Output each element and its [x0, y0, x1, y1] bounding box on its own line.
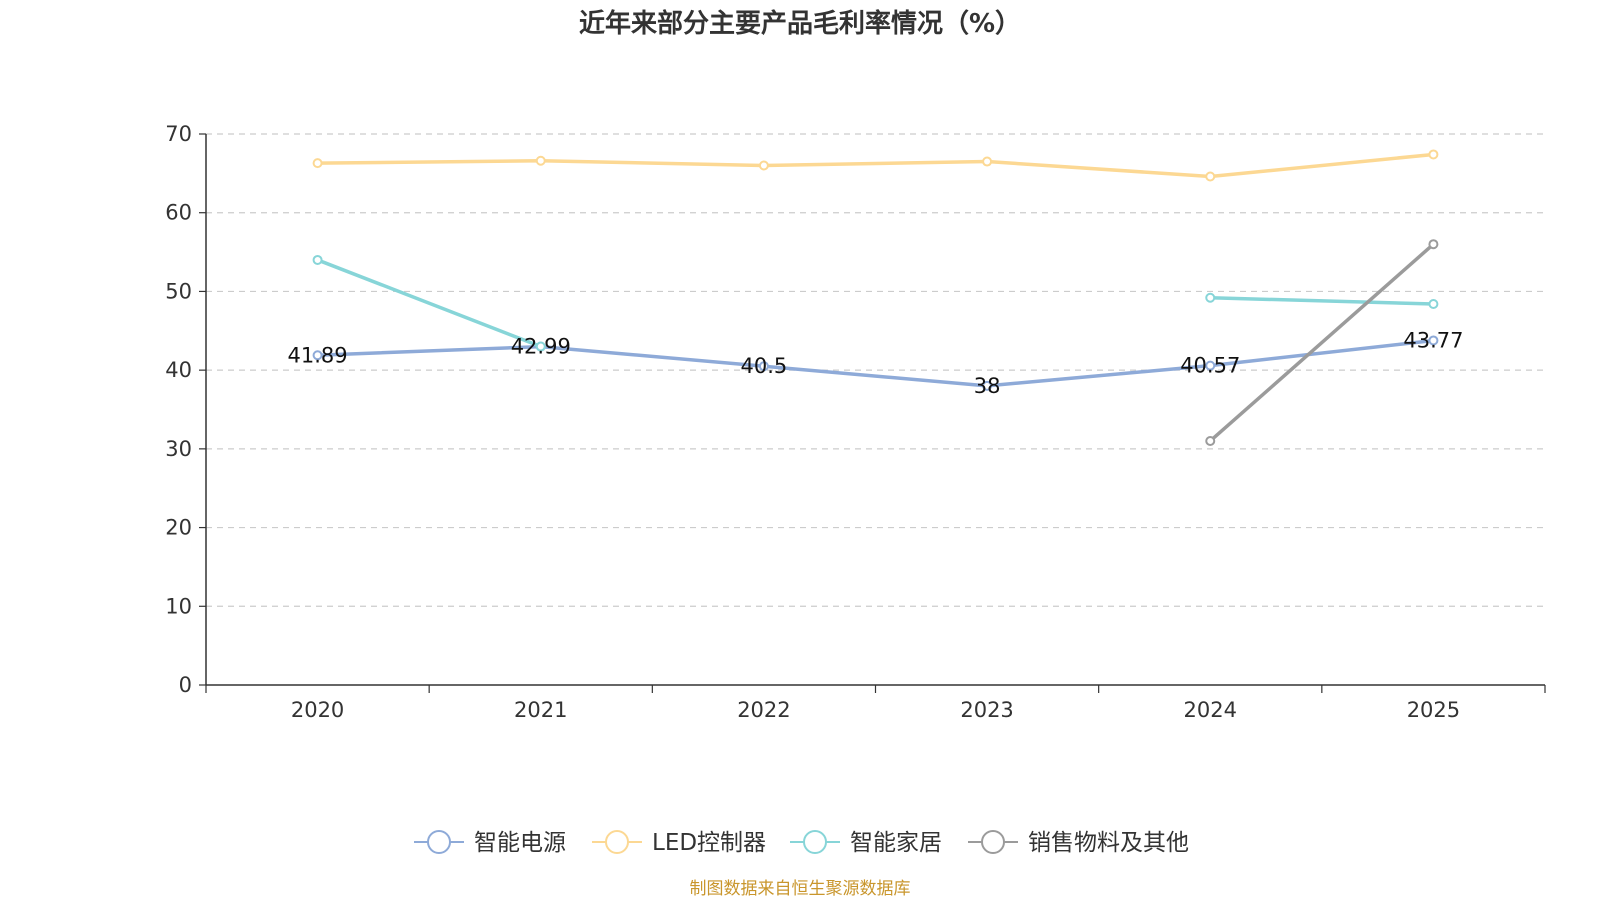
- series-1: [312, 149, 1439, 182]
- legend-marker: [803, 830, 827, 854]
- data-label: 41.89: [288, 343, 348, 367]
- data-point[interactable]: [312, 254, 323, 265]
- series-2: [312, 254, 1439, 352]
- y-tick-label: 40: [165, 358, 192, 382]
- legend-label: LED控制器: [652, 830, 766, 856]
- legend-marker: [981, 830, 1005, 854]
- legend-marker: [427, 830, 451, 854]
- grid-lines: [206, 133, 1545, 607]
- legend-item[interactable]: LED控制器: [592, 830, 766, 856]
- legend-label: 智能电源: [474, 830, 566, 856]
- series-lines: [312, 149, 1439, 446]
- data-point[interactable]: [1428, 335, 1439, 346]
- data-labels: 41.89 42.99 40.5 38 40.57 43.77: [288, 328, 1464, 397]
- data-label: 43.77: [1403, 328, 1463, 352]
- y-tick-label: 20: [165, 516, 192, 540]
- x-tick-label: 2025: [1407, 698, 1460, 722]
- x-tick-label: 2020: [291, 698, 344, 722]
- series-0: [312, 335, 1439, 391]
- source-note: 制图数据来自恒生聚源数据库: [690, 879, 911, 899]
- series-line: [317, 338, 1434, 388]
- axes: 0 10 20 30 40 50 60 70 2020 2021 2022 2023 2024 2025: [165, 122, 1546, 722]
- legend[interactable]: 智能电源 LED控制器 智能家居 销售物料及其他: [414, 830, 1189, 856]
- series-3: [1205, 239, 1439, 446]
- data-label: 38: [974, 374, 1001, 398]
- data-point[interactable]: [1205, 360, 1216, 371]
- data-point[interactable]: [982, 380, 993, 391]
- x-tick-label: 2021: [514, 698, 567, 722]
- data-point[interactable]: [1428, 239, 1439, 250]
- data-point[interactable]: [982, 156, 993, 167]
- data-point[interactable]: [535, 155, 546, 166]
- x-tick-label: 2022: [737, 698, 790, 722]
- series-line: [1210, 295, 1434, 306]
- data-point[interactable]: [1205, 292, 1216, 303]
- legend-label: 智能家居: [850, 830, 942, 856]
- legend-label: 销售物料及其他: [1028, 830, 1189, 856]
- series-line: [317, 152, 1434, 179]
- data-point[interactable]: [758, 160, 769, 171]
- series-line: [316, 258, 542, 349]
- chart-title: 近年来部分主要产品毛利率情况（%）: [579, 8, 1021, 39]
- data-point[interactable]: [1205, 171, 1216, 182]
- series-line: [1209, 242, 1435, 443]
- y-tick-label: 30: [165, 437, 192, 461]
- legend-marker: [605, 830, 629, 854]
- y-tick-label: 70: [165, 122, 192, 146]
- y-tick-label: 50: [165, 279, 192, 303]
- data-label: 42.99: [511, 335, 571, 359]
- data-point[interactable]: [1428, 299, 1439, 310]
- data-label: 40.57: [1180, 354, 1240, 378]
- data-label: 40.5: [741, 354, 788, 378]
- x-tick-label: 2024: [1184, 698, 1237, 722]
- legend-item[interactable]: 销售物料及其他: [968, 830, 1189, 856]
- data-point[interactable]: [312, 158, 323, 169]
- data-point[interactable]: [312, 350, 323, 361]
- legend-item[interactable]: 智能家居: [790, 830, 942, 856]
- y-tick-label: 60: [165, 201, 192, 225]
- y-tick-label: 10: [165, 594, 192, 618]
- legend-item[interactable]: 智能电源: [414, 830, 566, 856]
- data-point[interactable]: [535, 341, 546, 352]
- data-point[interactable]: [1205, 435, 1216, 446]
- x-tick-label: 2023: [960, 698, 1013, 722]
- y-tick-label: 0: [179, 673, 192, 697]
- data-point[interactable]: [758, 361, 769, 372]
- data-point[interactable]: [1428, 149, 1439, 160]
